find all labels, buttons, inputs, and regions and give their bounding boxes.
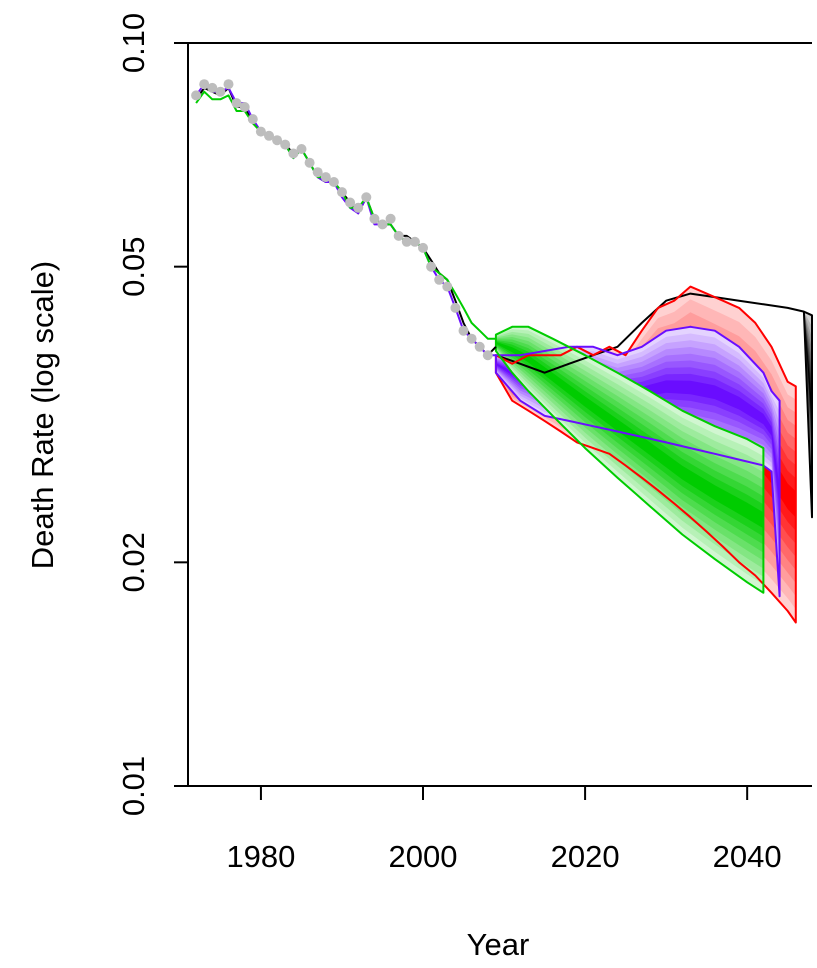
observed-point <box>482 350 493 361</box>
observed-point <box>474 341 485 352</box>
observed-point <box>377 219 388 230</box>
observed-point <box>361 192 372 203</box>
observed-point <box>264 130 274 141</box>
history-line-3 <box>195 90 496 340</box>
observed-point <box>369 213 380 224</box>
observed-point <box>337 187 347 198</box>
observed-point <box>280 139 291 150</box>
x-axis-label: Year <box>467 927 530 962</box>
axes: 1980 2000 2020 2040 0.01 0.02 0.05 0.10 <box>116 13 812 874</box>
observed-point <box>328 177 339 187</box>
observed-point <box>450 302 461 313</box>
history-line-2 <box>195 83 496 357</box>
observed-point <box>247 114 258 125</box>
fan-outline-3 <box>494 325 765 594</box>
x-tick-label: 2020 <box>551 839 620 874</box>
fan-outline-2 <box>494 325 781 598</box>
observed-point <box>296 144 307 154</box>
y-tick-label: 0.05 <box>116 237 151 297</box>
observed-point <box>215 86 226 97</box>
observed-point <box>401 236 412 247</box>
observed-point <box>239 102 250 112</box>
observed-point <box>255 126 266 137</box>
observed-point <box>231 98 242 109</box>
observed-point <box>345 197 356 208</box>
observed-point <box>434 274 445 285</box>
observed-point <box>466 333 477 344</box>
observed-point <box>199 79 210 90</box>
y-tick-label: 0.01 <box>116 756 151 816</box>
observed-point <box>320 172 331 183</box>
observed-point <box>272 135 283 146</box>
observed-point <box>409 236 420 247</box>
observed-point <box>207 82 218 93</box>
observed-point <box>353 202 364 213</box>
observed-point <box>458 325 469 336</box>
observed-point <box>191 90 202 101</box>
observed-point <box>312 167 323 178</box>
observed-point <box>442 281 453 292</box>
observed-point <box>426 261 437 272</box>
observed-point <box>418 242 428 253</box>
observed-point <box>393 230 404 241</box>
observed-point <box>304 157 315 168</box>
observed-point <box>385 213 396 224</box>
observed-point <box>288 148 299 159</box>
y-tick-label: 0.02 <box>116 532 151 592</box>
history-line-0 <box>195 86 497 357</box>
y-tick-label: 0.10 <box>116 13 151 73</box>
y-axis-label: Death Rate (log scale) <box>25 261 60 569</box>
x-tick-label: 1980 <box>226 839 295 874</box>
fan-band-2-7 <box>495 362 780 521</box>
x-tick-label: 2040 <box>713 839 782 874</box>
x-tick-label: 2000 <box>389 839 458 874</box>
observed-point <box>223 79 234 90</box>
observed-points <box>191 79 493 361</box>
forecast-fans <box>495 286 812 623</box>
